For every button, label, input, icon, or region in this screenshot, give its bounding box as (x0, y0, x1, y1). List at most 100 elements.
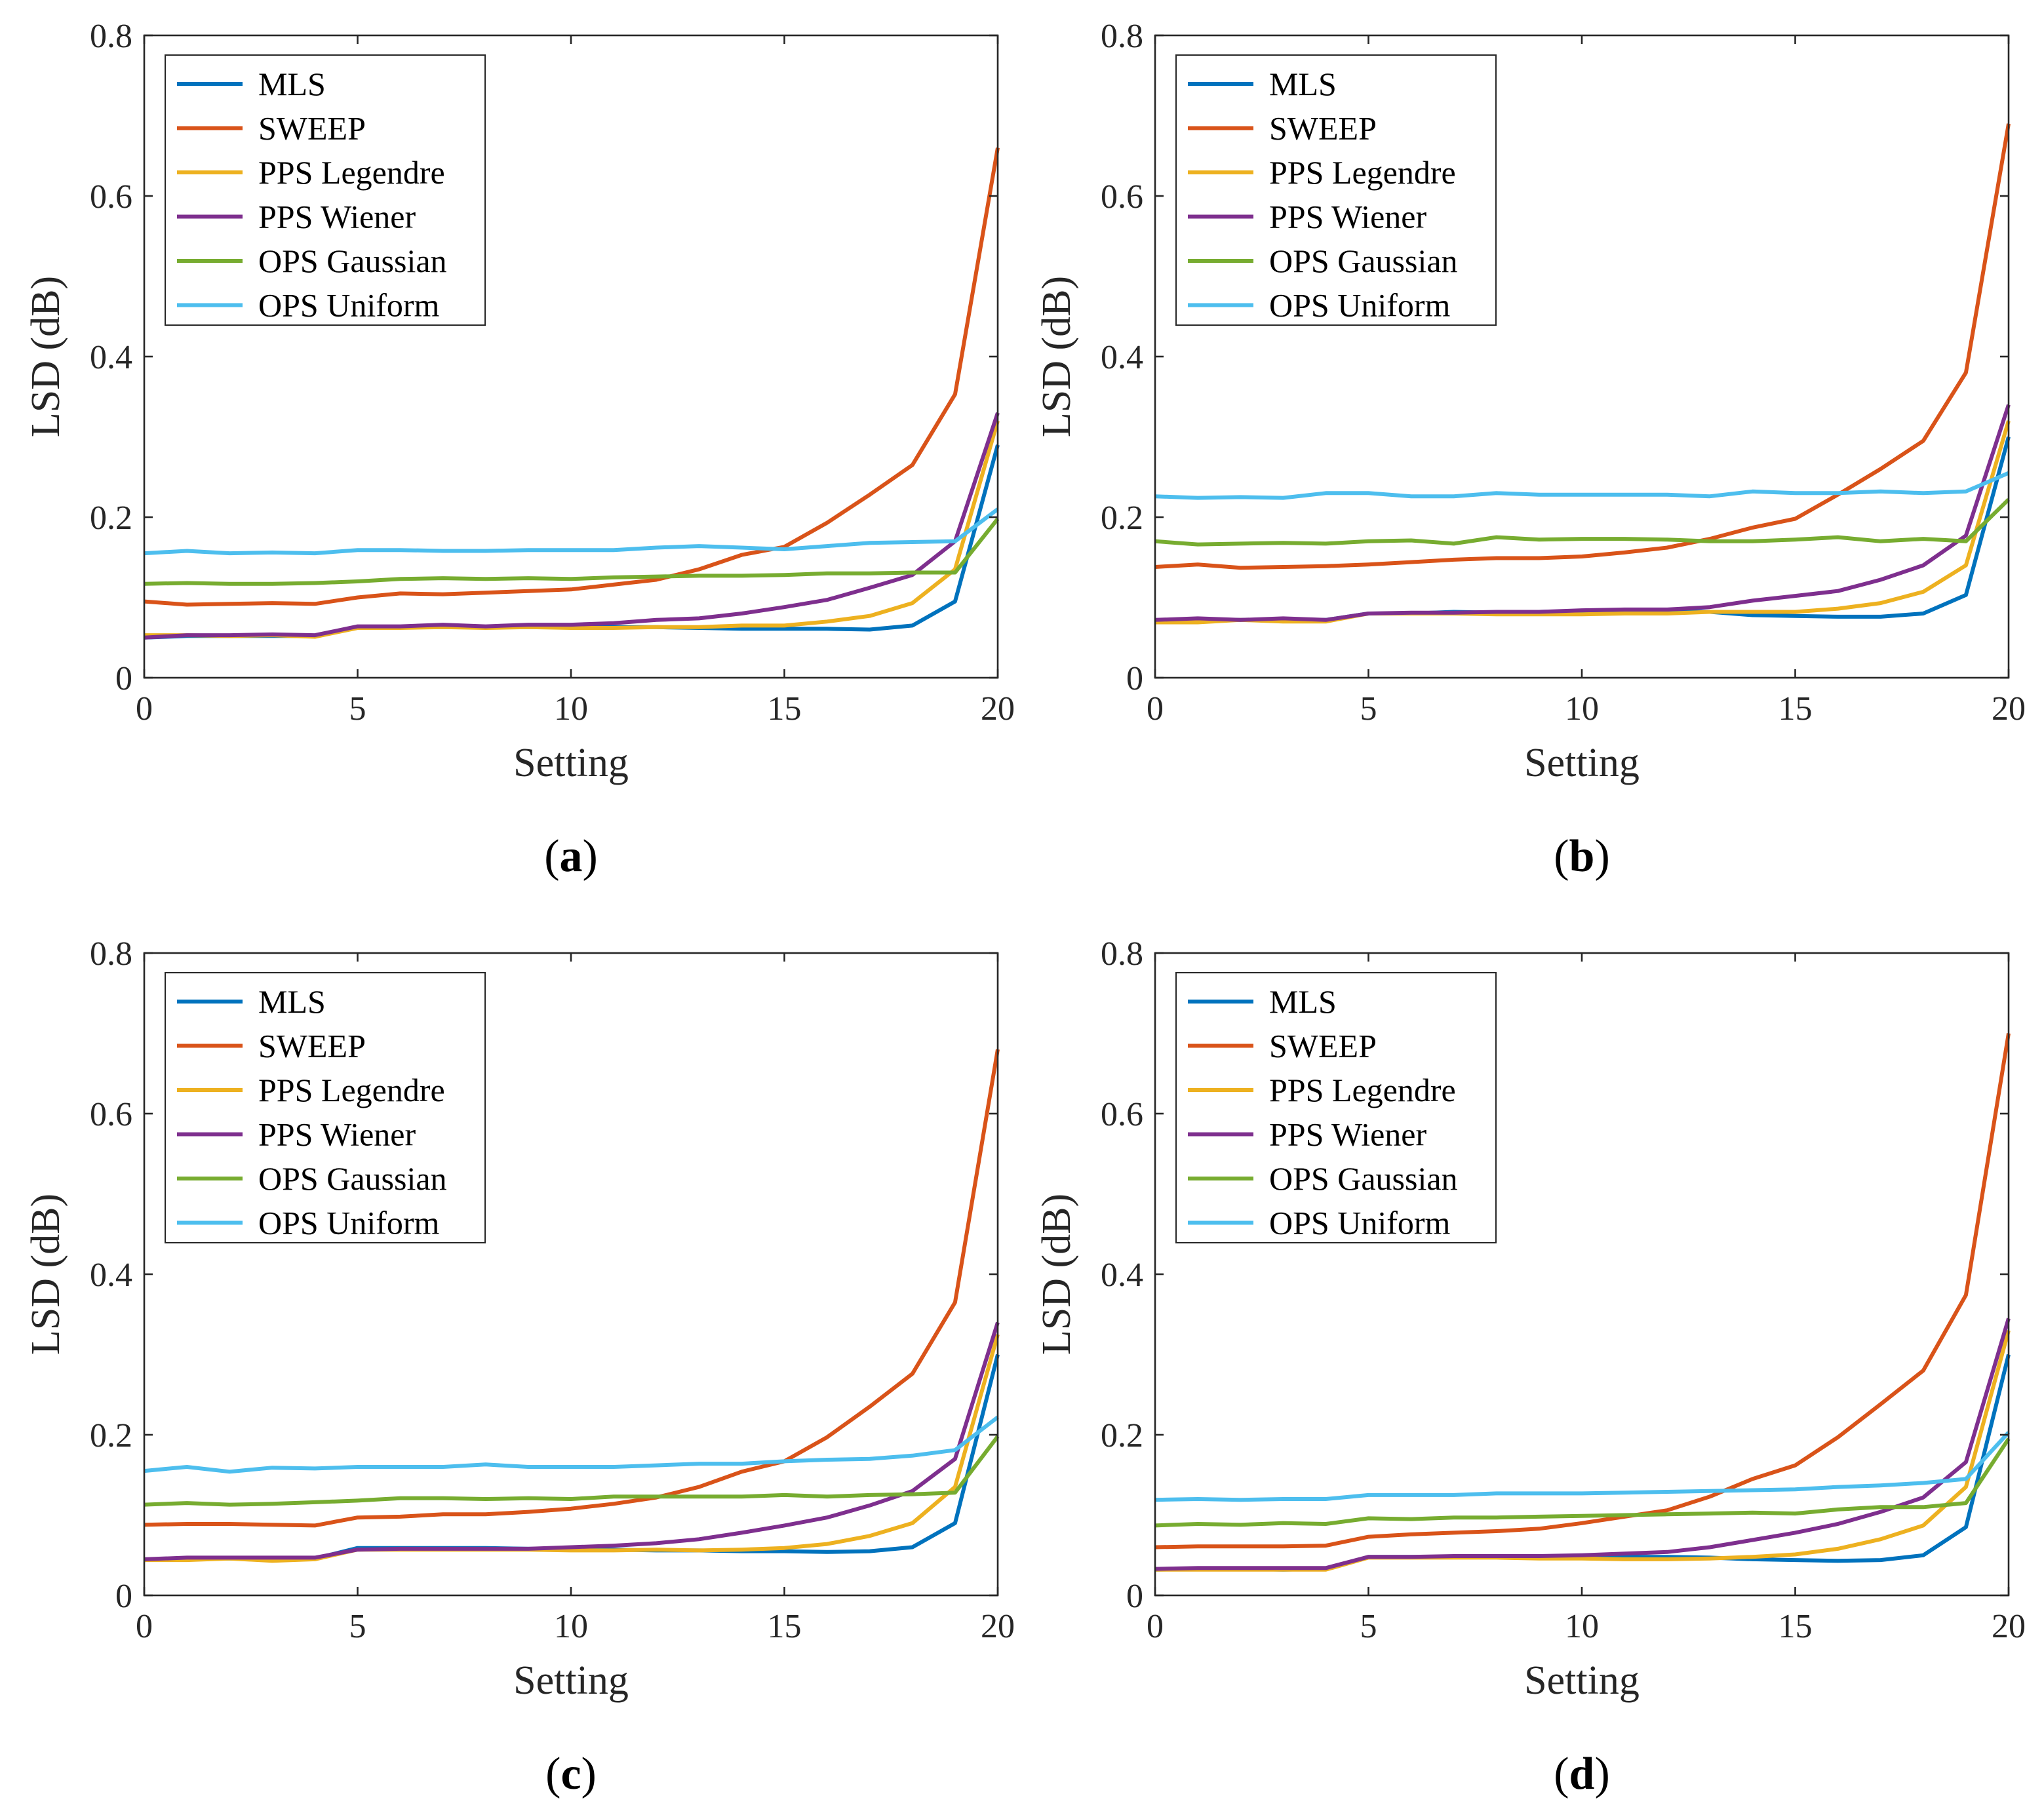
series-line-pps-wiener (1154, 1317, 2011, 1571)
legend: MLS SWEEP PPS Legendre PPS Wiener OPS Gaussi… (1175, 972, 1497, 1243)
x-tick-label: 15 (768, 690, 802, 728)
x-axis-label: Setting (1524, 741, 1640, 785)
y-tick-label: 0.2 (1101, 1417, 1143, 1454)
y-tick-label: 0 (115, 660, 132, 697)
legend-label: SWEEP (258, 110, 366, 147)
y-tick-label: 0.6 (90, 178, 132, 216)
legend-label: SWEEP (258, 1028, 366, 1064)
caption-paren-open: ( (544, 831, 559, 882)
y-tick-label: 0.8 (1101, 935, 1143, 973)
series-line-pps-legendre (144, 1334, 1000, 1563)
y-tick-label: 0.8 (90, 935, 132, 973)
x-tick-label: 0 (136, 690, 153, 728)
panel-b: 0 5 10 15 20 0 0.2 0.4 0.6 0.8 Setting LSD (dB) MLS S… (1034, 18, 2026, 882)
legend-label: PPS Legendre (1269, 1072, 1456, 1108)
y-tick-label: 0.2 (90, 1417, 132, 1454)
x-tick-label: 10 (1565, 1608, 1599, 1645)
y-tick-label: 0.8 (90, 18, 132, 55)
legend-label: MLS (258, 983, 326, 1020)
y-tick-label: 0.8 (1101, 18, 1143, 55)
y-tick-label: 0.4 (90, 339, 132, 376)
legend-label: MLS (258, 66, 326, 102)
legend-label: OPS Gaussian (258, 243, 447, 279)
y-tick-label: 0.6 (1101, 178, 1143, 216)
caption-paren-open: ( (545, 1749, 560, 1799)
x-tick-label: 10 (554, 1608, 588, 1645)
caption-letter: a (560, 831, 583, 882)
y-tick-label: 0.2 (1101, 499, 1143, 537)
caption-letter: d (1569, 1749, 1595, 1799)
caption-paren-close: ) (1594, 831, 1609, 882)
legend-box (1175, 972, 1497, 1243)
series-line-ops-gaussian (144, 517, 1000, 586)
series-line-ops-uniform (144, 1415, 999, 1474)
panel-c: 0 5 10 15 20 0 0.2 0.4 0.6 0.8 Setting LSD (dB) MLS S… (24, 935, 1015, 1799)
legend: MLS SWEEP PPS Legendre PPS Wiener OPS Gaussi… (165, 54, 486, 326)
legend-box (165, 972, 486, 1243)
series-line-ops-gaussian (1154, 1437, 2011, 1528)
legend-label: PPS Legendre (258, 1072, 445, 1108)
x-tick-label: 5 (1360, 690, 1377, 728)
legend: MLS SWEEP PPS Legendre PPS Wiener OPS Gaussi… (1175, 54, 1497, 326)
legend-label: PPS Wiener (258, 1116, 416, 1153)
x-tick-label: 5 (349, 690, 366, 728)
x-tick-label: 20 (1992, 690, 2026, 728)
caption-paren-open: ( (1554, 1749, 1569, 1799)
legend-label: PPS Wiener (1269, 1116, 1426, 1153)
y-tick-label: 0.2 (90, 499, 132, 537)
y-tick-label: 0.6 (90, 1096, 132, 1133)
x-tick-label: 20 (981, 1608, 1015, 1645)
legend-label: PPS Wiener (1269, 199, 1426, 235)
series-line-ops-uniform (1154, 471, 2010, 500)
series-line-pps-legendre (1155, 420, 2011, 625)
legend-label: OPS Gaussian (258, 1160, 447, 1197)
y-tick-label: 0.6 (1101, 1096, 1143, 1133)
x-axis-label: Setting (513, 741, 629, 785)
legend-box (1175, 54, 1497, 326)
legend-label: PPS Wiener (258, 199, 416, 235)
y-axis-label: LSD (dB) (1034, 276, 1079, 437)
series-line-ops-gaussian (1154, 497, 2011, 547)
x-tick-label: 15 (1779, 690, 1813, 728)
legend-label: SWEEP (1269, 110, 1377, 147)
caption-letter: c (560, 1749, 581, 1799)
legend-label: OPS Gaussian (1269, 1160, 1458, 1197)
legend-box (165, 54, 486, 326)
x-tick-label: 10 (1565, 690, 1599, 728)
y-tick-label: 0 (1126, 1578, 1143, 1615)
legend-label: PPS Legendre (258, 154, 445, 191)
legend: MLS SWEEP PPS Legendre PPS Wiener OPS Gaussi… (165, 972, 486, 1243)
y-tick-label: 0.4 (90, 1257, 132, 1294)
y-tick-label: 0.4 (1101, 1257, 1143, 1294)
legend-label: OPS Gaussian (1269, 243, 1458, 279)
series-line-pps-wiener (144, 1321, 1000, 1561)
legend-label: PPS Legendre (1269, 154, 1456, 191)
caption-paren-open: ( (1554, 831, 1569, 882)
legend-label: SWEEP (1269, 1028, 1377, 1064)
series-line-ops-gaussian (144, 1435, 1000, 1507)
y-tick-label: 0.4 (1101, 339, 1143, 376)
x-tick-label: 20 (981, 690, 1015, 728)
series-line-sweep (144, 1049, 1000, 1528)
x-axis-label: Setting (513, 1658, 629, 1703)
series-line-pps-wiener (144, 412, 1000, 640)
x-tick-label: 10 (554, 690, 588, 728)
caption-paren-close: ) (583, 831, 598, 882)
series-line-ops-uniform (144, 507, 999, 556)
x-tick-label: 0 (1147, 1608, 1164, 1645)
y-tick-label: 0 (115, 1578, 132, 1615)
legend-label: OPS Uniform (1269, 287, 1451, 324)
y-tick-label: 0 (1126, 660, 1143, 697)
series-line-sweep (1154, 123, 2011, 570)
panel-caption: (b) (1554, 831, 1610, 882)
legend-label: OPS Uniform (258, 1205, 440, 1241)
x-tick-label: 5 (349, 1608, 366, 1645)
x-tick-label: 5 (1360, 1608, 1377, 1645)
x-axis-label: Setting (1524, 1658, 1640, 1703)
y-axis-label: LSD (dB) (1034, 1194, 1079, 1355)
legend-label: MLS (1269, 983, 1337, 1020)
x-tick-label: 0 (136, 1608, 153, 1645)
panel-d: 0 5 10 15 20 0 0.2 0.4 0.6 0.8 Setting LSD (dB) MLS S… (1034, 935, 2026, 1799)
y-axis-label: LSD (dB) (24, 276, 68, 437)
